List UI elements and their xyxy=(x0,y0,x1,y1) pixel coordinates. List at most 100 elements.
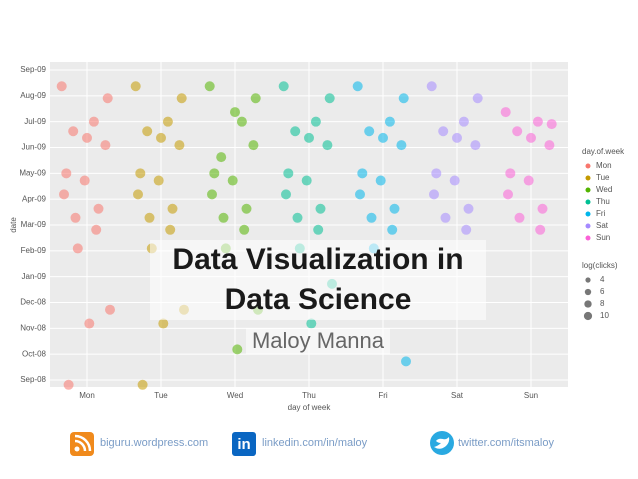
blog-link[interactable]: biguru.wordpress.com xyxy=(100,437,209,449)
point xyxy=(216,152,227,163)
point xyxy=(137,379,148,390)
x-tick-label: Thu xyxy=(302,391,316,400)
point xyxy=(209,168,220,179)
y-axis-label: date xyxy=(9,217,18,233)
y-tick-label: Oct-08 xyxy=(22,349,47,358)
point xyxy=(523,175,534,186)
point xyxy=(153,175,164,186)
point xyxy=(512,126,523,137)
point xyxy=(241,203,252,214)
point xyxy=(105,304,115,315)
point xyxy=(431,168,442,179)
size-legend-mark xyxy=(583,311,593,321)
point xyxy=(133,189,143,200)
x-tick-label: Sun xyxy=(524,391,538,400)
y-tick-label: Nov-08 xyxy=(20,323,46,332)
size-legend-label: 8 xyxy=(600,299,605,308)
point xyxy=(70,212,81,223)
point xyxy=(63,379,74,390)
point xyxy=(301,175,312,186)
point xyxy=(156,132,166,143)
point xyxy=(204,81,215,92)
point xyxy=(68,126,79,137)
point xyxy=(315,203,326,214)
point xyxy=(142,126,153,137)
legend-label: Tue xyxy=(596,173,610,182)
linkedin-glyph: in xyxy=(237,436,250,453)
size-legend-label: 6 xyxy=(600,287,605,296)
point xyxy=(532,116,543,127)
point xyxy=(93,203,104,214)
point xyxy=(304,132,314,143)
point xyxy=(174,140,185,151)
point xyxy=(130,81,141,92)
point xyxy=(322,140,333,151)
y-tick-label: Sep-08 xyxy=(20,375,46,384)
point xyxy=(248,140,259,151)
x-tick-label: Wed xyxy=(227,391,243,400)
legend-label: Thu xyxy=(596,197,610,206)
point xyxy=(440,212,451,223)
point xyxy=(384,116,395,127)
y-tick-label: Aug-09 xyxy=(20,91,46,100)
point xyxy=(82,132,92,143)
linkedin-icon xyxy=(232,432,256,456)
point xyxy=(514,212,525,223)
twitter-link[interactable]: twitter.com/itsmaloy xyxy=(458,437,554,449)
point xyxy=(472,93,483,104)
y-tick-label: Feb-09 xyxy=(21,246,47,255)
point xyxy=(355,189,365,200)
point xyxy=(396,140,407,151)
point xyxy=(84,318,95,329)
point xyxy=(429,189,439,200)
x-axis-label: day of week xyxy=(288,403,332,412)
y-tick-label: Jan-09 xyxy=(22,272,47,281)
point xyxy=(500,107,511,118)
point xyxy=(537,203,548,214)
size-legend-label: 4 xyxy=(600,275,605,284)
point xyxy=(535,224,546,235)
size-legend-mark xyxy=(585,277,591,283)
x-tick-label: Mon xyxy=(79,391,95,400)
point xyxy=(290,126,301,137)
title: Data Visualization in Data Science xyxy=(150,240,486,320)
point xyxy=(61,168,72,179)
rss-waves xyxy=(74,434,92,452)
linkedin-link[interactable]: linkedin.com/in/maloy xyxy=(262,437,368,449)
point xyxy=(546,119,557,130)
point xyxy=(88,116,99,127)
point xyxy=(283,168,294,179)
point xyxy=(375,175,386,186)
point xyxy=(207,189,217,200)
rss-dot xyxy=(74,446,80,452)
point xyxy=(461,224,472,235)
point xyxy=(250,93,261,104)
size-legend-title: log(clicks) xyxy=(582,261,618,270)
point xyxy=(463,203,474,214)
legend-swatch xyxy=(585,211,591,217)
point xyxy=(135,168,146,179)
point xyxy=(292,212,303,223)
point xyxy=(357,168,368,179)
point xyxy=(366,212,377,223)
point xyxy=(218,212,229,223)
point xyxy=(281,189,291,200)
legend-title: day.of.week xyxy=(582,147,625,156)
legend-swatch xyxy=(585,223,591,229)
legend-swatch xyxy=(585,199,591,205)
point xyxy=(398,93,409,104)
point xyxy=(158,318,169,329)
y-tick-label: Mar-09 xyxy=(21,220,47,229)
point xyxy=(72,243,83,254)
point xyxy=(526,132,536,143)
legend-swatch xyxy=(585,175,591,181)
point xyxy=(452,132,462,143)
point xyxy=(278,81,289,92)
point xyxy=(313,224,324,235)
point xyxy=(470,140,481,151)
point xyxy=(378,132,388,143)
point xyxy=(232,344,243,355)
point xyxy=(544,140,555,151)
y-tick-label: Jul-09 xyxy=(24,117,46,126)
